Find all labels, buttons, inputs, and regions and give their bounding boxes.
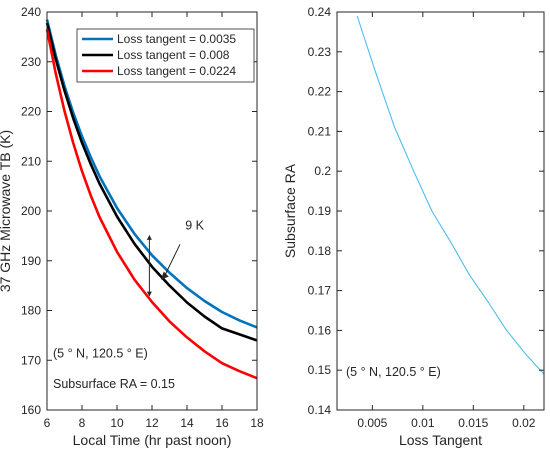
legend: Loss tangent = 0.0035 Loss tangent = 0.0… <box>76 28 255 83</box>
ra-series-line <box>356 15 545 375</box>
delta-pointer-line <box>164 244 181 276</box>
x-tick-label: 14 <box>180 416 194 430</box>
x-tick-label: 18 <box>250 416 264 430</box>
series-line-loss-tangent-0-008 <box>45 22 258 342</box>
y-tick-label: 0.22 <box>308 85 332 99</box>
y-tick-label: 0.17 <box>308 284 332 298</box>
y-tick-label: 170 <box>21 353 41 367</box>
delta-label: 9 K <box>185 218 204 232</box>
series-line-loss-tangent-0-0224 <box>45 29 258 380</box>
x-tick-label: 0.02 <box>512 416 536 430</box>
y-tick-label: 200 <box>21 204 41 218</box>
x-tick-label: 0.01 <box>411 416 435 430</box>
legend-entry-0224: Loss tangent = 0.0224 <box>117 64 236 78</box>
x-tick-label: 10 <box>110 416 124 430</box>
y-tick-label: 180 <box>21 304 41 318</box>
ra-vs-loss-tangent-panel: 0.005 0.01 0.015 0.02 0.14 0.15 0.16 0.17 0.18 0.… <box>282 5 545 448</box>
y-tick-label: 240 <box>21 5 41 19</box>
y-tick-label: 160 <box>21 403 41 417</box>
y-tick-label: 210 <box>21 154 41 168</box>
right-x-axis-label: Loss Tangent <box>399 432 482 448</box>
y-tick-label: 0.2 <box>314 164 331 178</box>
ra-series-lines <box>356 15 545 375</box>
x-tick-label: 6 <box>44 416 51 430</box>
delta-arrowhead-bottom <box>146 291 152 297</box>
x-tick-label: 16 <box>215 416 229 430</box>
y-tick-label: 0.16 <box>308 323 332 337</box>
y-tick-label: 0.14 <box>308 403 332 417</box>
delta-pointer-arrowhead <box>160 271 169 280</box>
y-tick-label: 0.23 <box>308 45 332 59</box>
delta-arrowhead-top <box>146 234 152 240</box>
y-tick-label: 220 <box>21 105 41 119</box>
y-tick-label: 0.21 <box>308 124 332 138</box>
y-tick-label: 0.19 <box>308 204 332 218</box>
y-tick-label: 0.15 <box>308 363 332 377</box>
tb-series-lines <box>45 19 258 380</box>
left-location-annotation: (5 ° N, 120.5 ° E) <box>53 346 148 360</box>
subsurface-ra-annotation: Subsurface RA = 0.15 <box>53 377 175 391</box>
series-line-loss-tangent-0-0035 <box>45 19 258 329</box>
x-tick-label: 8 <box>79 416 86 430</box>
right-ticks: 0.005 0.01 0.015 0.02 0.14 0.15 0.16 0.17 0.18 0.… <box>308 5 544 430</box>
legend-entry-008: Loss tangent = 0.008 <box>117 48 230 62</box>
x-tick-label: 0.015 <box>458 416 488 430</box>
y-tick-label: 0.24 <box>308 5 332 19</box>
left-ticks: 6 8 10 12 14 16 18 160 170 180 190 200 210 220 230 240 <box>21 5 264 430</box>
tb-vs-local-time-panel: 6 8 10 12 14 16 18160170180190200210220230240 … <box>0 5 264 448</box>
left-x-axis-label: Local Time (hr past noon) <box>73 432 232 448</box>
left-y-axis-label: 37 GHz Microwave TB (K) <box>0 130 13 292</box>
y-tick-label: 230 <box>21 55 41 69</box>
x-tick-label: 12 <box>145 416 159 430</box>
right-y-axis-label: Subsurface RA <box>282 163 298 258</box>
x-tick-label: 0.005 <box>357 416 387 430</box>
y-tick-label: 0.18 <box>308 244 332 258</box>
y-tick-label: 190 <box>21 254 41 268</box>
right-location-annotation: (5 ° N, 120.5 ° E) <box>346 365 441 379</box>
legend-entry-0035: Loss tangent = 0.0035 <box>117 32 236 46</box>
